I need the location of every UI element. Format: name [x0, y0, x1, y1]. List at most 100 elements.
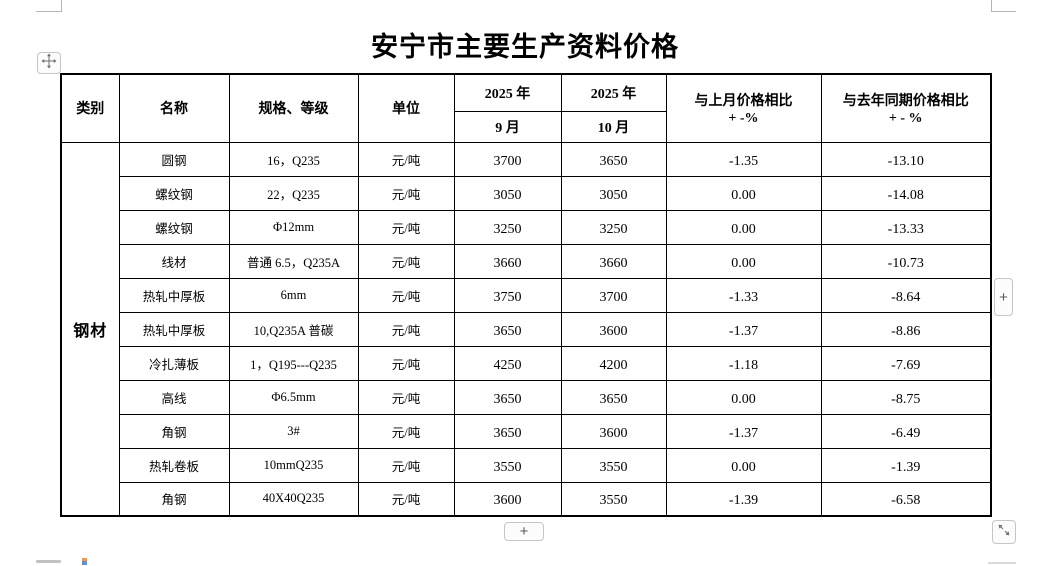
mom-change-cell[interactable]: 0.00: [665, 447, 822, 483]
header-yoy-line1: 与去年同期价格相比: [842, 93, 969, 109]
header-unit[interactable]: 单位: [357, 73, 455, 143]
name-cell[interactable]: 角钢: [118, 481, 230, 517]
sep-price-cell[interactable]: 3550: [453, 447, 562, 483]
unit-cell[interactable]: 元/吨: [357, 345, 455, 381]
mom-change-cell[interactable]: 0.00: [665, 243, 822, 279]
oct-price-cell[interactable]: 3650: [560, 141, 667, 177]
oct-price-cell[interactable]: 3250: [560, 209, 667, 245]
unit-cell[interactable]: 元/吨: [357, 311, 455, 347]
spec-cell[interactable]: 10,Q235A 普碳: [228, 311, 359, 347]
sep-price-cell[interactable]: 3600: [453, 481, 562, 517]
sep-price-cell[interactable]: 3660: [453, 243, 562, 279]
oct-price-cell[interactable]: 3550: [560, 481, 667, 517]
name-cell[interactable]: 圆钢: [118, 141, 230, 177]
header-name[interactable]: 名称: [118, 73, 230, 143]
unit-cell[interactable]: 元/吨: [357, 243, 455, 279]
mom-change-cell[interactable]: -1.35: [665, 141, 822, 177]
yoy-change-cell[interactable]: -14.08: [820, 175, 992, 211]
yoy-change-cell[interactable]: -6.58: [820, 481, 992, 517]
oct-price-cell[interactable]: 3660: [560, 243, 667, 279]
unit-cell[interactable]: 元/吨: [357, 209, 455, 245]
sep-price-cell[interactable]: 3050: [453, 175, 562, 211]
name-cell[interactable]: 螺纹钢: [118, 209, 230, 245]
mom-change-cell[interactable]: 0.00: [665, 175, 822, 211]
document-title: 安宁市主要生产资料价格: [371, 32, 679, 62]
oct-price-cell[interactable]: 4200: [560, 345, 667, 381]
spec-cell[interactable]: 1，Q195---Q235: [228, 345, 359, 381]
name-cell[interactable]: 热轧中厚板: [118, 311, 230, 347]
name-cell[interactable]: 热轧中厚板: [118, 277, 230, 313]
spec-cell[interactable]: 40X40Q235: [228, 481, 359, 517]
price-table: 类别 名称 规格、等级 单位 2025 年 2025 年 与上月价格相比 + -…: [60, 73, 992, 517]
yoy-change-cell[interactable]: -10.73: [820, 243, 992, 279]
oct-price-cell[interactable]: 3600: [560, 413, 667, 449]
horizontal-scrollbar-thumb[interactable]: [36, 560, 61, 563]
sep-price-cell[interactable]: 3650: [453, 413, 562, 449]
move-cross-icon: [41, 53, 57, 74]
name-cell[interactable]: 热轧卷板: [118, 447, 230, 483]
header-sep-month[interactable]: 9 月: [453, 110, 562, 143]
table-resize-handle[interactable]: [992, 520, 1016, 544]
unit-cell[interactable]: 元/吨: [357, 141, 455, 177]
name-cell[interactable]: 高线: [118, 379, 230, 415]
header-category[interactable]: 类别: [60, 73, 120, 143]
oct-price-cell[interactable]: 3700: [560, 277, 667, 313]
spec-cell[interactable]: Φ6.5mm: [228, 379, 359, 415]
sep-price-cell[interactable]: 3700: [453, 141, 562, 177]
unit-cell[interactable]: 元/吨: [357, 379, 455, 415]
sep-price-cell[interactable]: 3650: [453, 311, 562, 347]
spec-cell[interactable]: Φ12mm: [228, 209, 359, 245]
yoy-change-cell[interactable]: -13.33: [820, 209, 992, 245]
yoy-change-cell[interactable]: -6.49: [820, 413, 992, 449]
unit-cell[interactable]: 元/吨: [357, 447, 455, 483]
table-move-handle[interactable]: [37, 52, 61, 74]
mom-change-cell[interactable]: 0.00: [665, 379, 822, 415]
table-row: 线材 普通 6.5，Q235A 元/吨 3660 3660 0.00 -10.7…: [61, 243, 992, 279]
unit-cell[interactable]: 元/吨: [357, 175, 455, 211]
sep-price-cell[interactable]: 3750: [453, 277, 562, 313]
spec-cell[interactable]: 6mm: [228, 277, 359, 313]
unit-cell[interactable]: 元/吨: [357, 277, 455, 313]
spec-cell[interactable]: 22，Q235: [228, 175, 359, 211]
oct-price-cell[interactable]: 3550: [560, 447, 667, 483]
header-spec[interactable]: 规格、等级: [228, 73, 359, 143]
sep-price-cell[interactable]: 3650: [453, 379, 562, 415]
unit-cell[interactable]: 元/吨: [357, 413, 455, 449]
yoy-change-cell[interactable]: -8.86: [820, 311, 992, 347]
header-yoy-line2: + - %: [888, 110, 923, 126]
margin-crop-mark-top-right: [991, 0, 1016, 12]
name-cell[interactable]: 线材: [118, 243, 230, 279]
oct-price-cell[interactable]: 3050: [560, 175, 667, 211]
header-yoy[interactable]: 与去年同期价格相比 + - %: [820, 73, 992, 143]
add-column-button[interactable]: +: [994, 278, 1013, 316]
oct-price-cell[interactable]: 3650: [560, 379, 667, 415]
mom-change-cell[interactable]: -1.37: [665, 311, 822, 347]
yoy-change-cell[interactable]: -7.69: [820, 345, 992, 381]
spec-cell[interactable]: 普通 6.5，Q235A: [228, 243, 359, 279]
yoy-change-cell[interactable]: -8.75: [820, 379, 992, 415]
mom-change-cell[interactable]: 0.00: [665, 209, 822, 245]
sep-price-cell[interactable]: 4250: [453, 345, 562, 381]
name-cell[interactable]: 角钢: [118, 413, 230, 449]
spec-cell[interactable]: 3#: [228, 413, 359, 449]
spec-cell[interactable]: 16，Q235: [228, 141, 359, 177]
header-oct-month[interactable]: 10 月: [560, 110, 667, 143]
header-sep-year[interactable]: 2025 年: [453, 73, 562, 112]
unit-cell[interactable]: 元/吨: [357, 481, 455, 517]
spec-cell[interactable]: 10mmQ235: [228, 447, 359, 483]
header-oct-year[interactable]: 2025 年: [560, 73, 667, 112]
category-group-cell[interactable]: 钢材: [60, 141, 120, 517]
yoy-change-cell[interactable]: -1.39: [820, 447, 992, 483]
mom-change-cell[interactable]: -1.37: [665, 413, 822, 449]
yoy-change-cell[interactable]: -13.10: [820, 141, 992, 177]
name-cell[interactable]: 冷扎薄板: [118, 345, 230, 381]
name-cell[interactable]: 螺纹钢: [118, 175, 230, 211]
mom-change-cell[interactable]: -1.39: [665, 481, 822, 517]
yoy-change-cell[interactable]: -8.64: [820, 277, 992, 313]
add-row-button[interactable]: +: [504, 522, 544, 541]
sep-price-cell[interactable]: 3250: [453, 209, 562, 245]
header-mom[interactable]: 与上月价格相比 + -%: [665, 73, 822, 143]
oct-price-cell[interactable]: 3600: [560, 311, 667, 347]
mom-change-cell[interactable]: -1.33: [665, 277, 822, 313]
mom-change-cell[interactable]: -1.18: [665, 345, 822, 381]
